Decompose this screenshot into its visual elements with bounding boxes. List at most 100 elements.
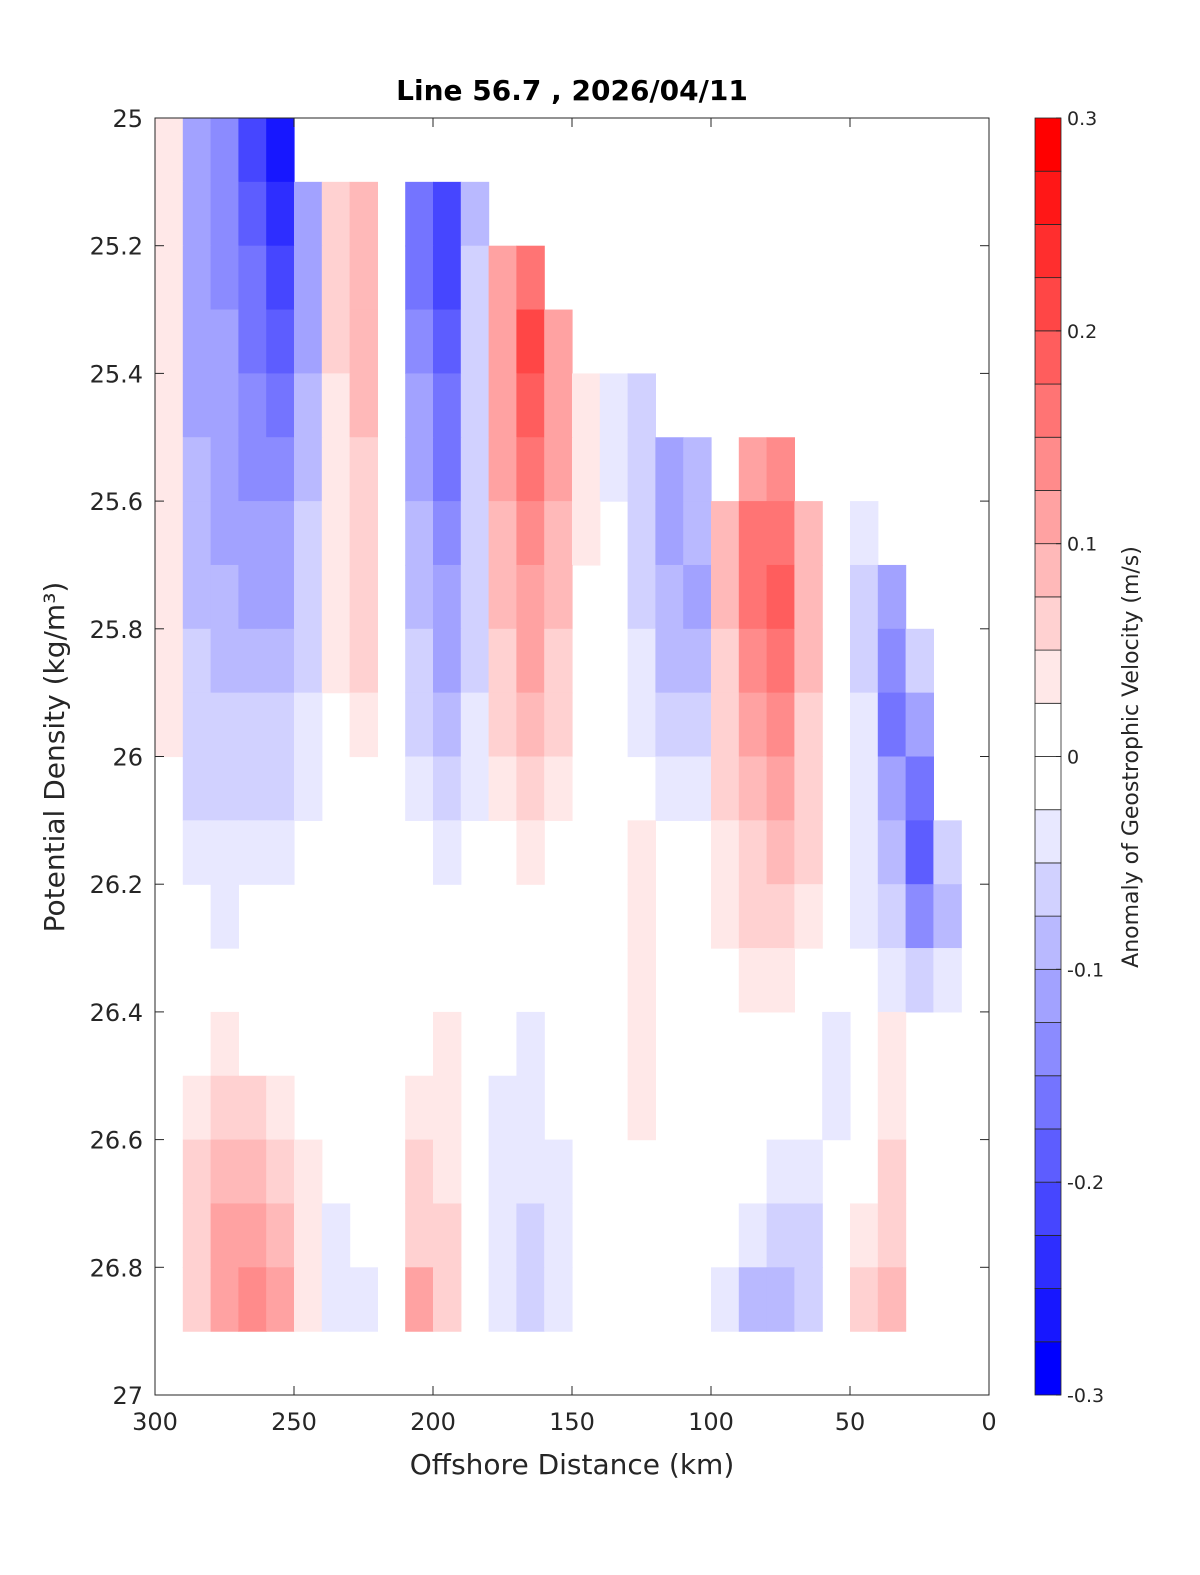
y-tick-label: 26.8 [90, 1254, 143, 1282]
heatmap-cell [683, 501, 712, 566]
heatmap-cell [238, 820, 267, 885]
heatmap-cell [210, 1203, 239, 1268]
colorbar-tick-label: -0.3 [1067, 1385, 1104, 1407]
heatmap-cell [210, 1139, 239, 1205]
heatmap-cell [321, 628, 351, 694]
heatmap-cell [210, 1267, 239, 1332]
heatmap-cell [182, 501, 212, 566]
heatmap-cell [738, 756, 768, 821]
heatmap-cell [627, 692, 656, 758]
colorbar-tick-label: -0.1 [1067, 959, 1104, 981]
heatmap-cell [294, 245, 323, 311]
heatmap-cell [155, 373, 184, 438]
heatmap-cell [488, 437, 517, 502]
heatmap-cell [572, 373, 601, 438]
heatmap-cell [766, 820, 795, 885]
heatmap-cell [516, 373, 545, 438]
heatmap-cell [405, 1139, 434, 1205]
heatmap-cell [794, 1267, 823, 1332]
heatmap-cell [794, 1203, 823, 1268]
heatmap-cell [349, 564, 378, 630]
x-tick-label: 200 [410, 1408, 456, 1436]
heatmap-cell [905, 692, 934, 758]
y-tick-label: 25.6 [90, 488, 143, 516]
heatmap-cell [460, 181, 490, 247]
heatmap-cell [516, 1203, 545, 1268]
heatmap-cell [294, 1267, 323, 1332]
heatmap-cell [766, 692, 795, 758]
heatmap-cell [488, 628, 517, 694]
heatmap-cell [321, 1203, 351, 1268]
heatmap-cell [738, 820, 768, 885]
heatmap-cell [516, 1011, 545, 1077]
heatmap-cell [433, 692, 462, 758]
heatmap-cell [905, 948, 934, 1013]
colorbar-level [1034, 436, 1062, 491]
heatmap-cell [405, 181, 434, 247]
heatmap-cell [766, 628, 795, 694]
heatmap-cell [405, 437, 434, 502]
heatmap-cell [516, 756, 545, 821]
heatmap-cell [433, 628, 462, 694]
heatmap-cell [516, 501, 545, 566]
heatmap-cell [238, 1267, 267, 1332]
heatmap-cell [933, 884, 962, 949]
heatmap-cell [516, 628, 545, 694]
heatmap-cell [711, 501, 740, 566]
heatmap-cell [877, 948, 907, 1013]
heatmap-cell [766, 437, 795, 502]
heatmap-cell [294, 756, 323, 821]
heatmap-cell [516, 564, 545, 630]
heatmap-cell [488, 564, 517, 630]
heatmap-cell [182, 373, 212, 438]
heatmap-cell [544, 1139, 573, 1205]
heatmap-cell [182, 628, 212, 694]
heatmap-cell [850, 820, 879, 885]
heatmap-cell [516, 245, 545, 311]
heatmap-cell [905, 628, 934, 694]
heatmap-cell [182, 1267, 212, 1332]
colorbar-level [1034, 490, 1062, 545]
colorbar: 0.3 0.2 0.1 0 -0.1 -0.2 -0.3 [1034, 108, 1104, 1407]
heatmap-cell [155, 309, 184, 374]
heatmap-cell [711, 884, 740, 949]
heatmap-cell [433, 1075, 462, 1141]
heatmap-cell [627, 628, 656, 694]
heatmap-cell [182, 118, 212, 183]
heatmap-cell [711, 1267, 740, 1332]
heatmap-cell [238, 628, 267, 694]
heatmap-cell [405, 245, 434, 311]
heatmap-cell [738, 628, 768, 694]
heatmap-cell [266, 181, 295, 247]
heatmap-cell [627, 820, 656, 885]
heatmap-cell [210, 245, 239, 311]
heatmap-cell [460, 437, 490, 502]
heatmap-cell [182, 309, 212, 374]
heatmap-cell [155, 692, 184, 758]
heatmap-cell [711, 692, 740, 758]
heatmap-cell [405, 373, 434, 438]
heatmap-cell [460, 628, 490, 694]
y-axis-label: Potential Density (kg/m³) [38, 582, 71, 933]
colorbar-level [1034, 1022, 1062, 1077]
heatmap-cell [544, 437, 573, 502]
heatmap-cell [210, 692, 239, 758]
y-tick-label: 25.2 [90, 233, 143, 261]
heatmap-cell [766, 564, 795, 630]
heatmap-cell [294, 309, 323, 374]
heatmap-cell [460, 373, 490, 438]
colorbar-level [1034, 756, 1062, 811]
heatmap-cell [210, 373, 239, 438]
heatmap-cell [516, 1075, 545, 1141]
y-tick-label: 25 [112, 105, 143, 133]
heatmap-cell [266, 1075, 295, 1141]
heatmap-cell [433, 181, 462, 247]
heatmap-cell [488, 692, 517, 758]
heatmap-cell [405, 756, 434, 821]
heatmap-cell [405, 1203, 434, 1268]
heatmap-cell [210, 501, 239, 566]
colorbar-tick-label: 0.1 [1067, 534, 1097, 556]
heatmap-cell [627, 1011, 656, 1077]
heatmap-cell [794, 1139, 823, 1205]
heatmap-cell [294, 501, 323, 566]
